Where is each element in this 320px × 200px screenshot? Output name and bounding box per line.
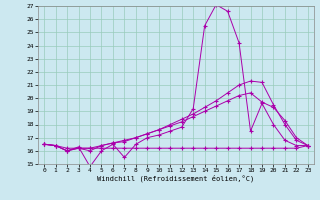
X-axis label: Windchill (Refroidissement éolien,°C): Windchill (Refroidissement éolien,°C) — [97, 175, 255, 182]
